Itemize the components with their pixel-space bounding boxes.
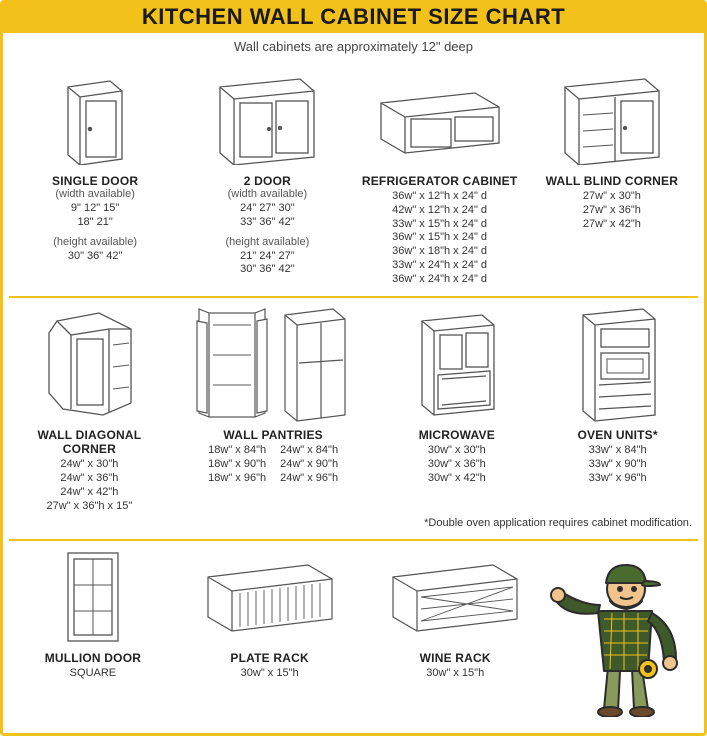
illus-mullion — [58, 547, 128, 647]
sizes: 30w" x 15"h — [426, 667, 484, 681]
sublabel-plain: SQUARE — [70, 667, 116, 681]
item-title: SINGLE DOOR — [52, 174, 138, 188]
illus-oven — [573, 304, 663, 424]
item-title: WINE RACK — [420, 651, 491, 665]
section-1: SINGLE DOOR (width available) 9" 12" 15"… — [9, 64, 698, 296]
illus-2-door — [212, 70, 322, 170]
sublabel: (width available) — [228, 188, 307, 200]
item-2-door: 2 DOOR (width available) 24" 27" 30" 33"… — [181, 70, 353, 277]
item-diagonal-corner: WALL DIAGONAL CORNER 24w" x 30"h 24w" x … — [9, 304, 170, 513]
item-title: MICROWAVE — [419, 428, 495, 442]
item-wine-rack: WINE RACK 30w" x 15"h — [362, 547, 548, 681]
item-title: REFRIGERATOR CABINET — [362, 174, 518, 188]
sizes: 30w" x 15"h — [241, 667, 299, 681]
item-title: OVEN UNITS* — [578, 428, 658, 442]
item-mullion-door: MULLION DOOR SQUARE — [9, 547, 177, 681]
item-single-door: SINGLE DOOR (width available) 9" 12" 15"… — [9, 70, 181, 263]
illus-microwave — [412, 304, 502, 424]
section-2: WALL DIAGONAL CORNER 24w" x 30"h 24w" x … — [9, 296, 698, 539]
sizes: 36w" x 12"h x 24" d 42w" x 12"h x 24" d … — [392, 190, 487, 286]
item-refrigerator-cabinet: REFRIGERATOR CABINET 36w" x 12"h x 24" d… — [354, 70, 526, 286]
sizes: 9" 12" 15" 18" 21" — [71, 202, 119, 230]
sizes: 30" 36" 42" — [68, 250, 123, 264]
title-bar: KITCHEN WALL CABINET SIZE CHART — [3, 0, 704, 33]
item-title: PLATE RACK — [230, 651, 308, 665]
illus-diagonal — [39, 304, 139, 424]
item-title: WALL DIAGONAL CORNER — [13, 428, 166, 456]
item-title: WALL BLIND CORNER — [546, 174, 679, 188]
item-title: WALL PANTRIES — [223, 428, 323, 442]
section-3: MULLION DOOR SQUARE PLATE RACK — [9, 539, 698, 727]
illus-plate-rack — [200, 547, 340, 647]
chart-title: KITCHEN WALL CABINET SIZE CHART — [3, 4, 704, 30]
illus-refrigerator — [375, 70, 505, 170]
sizes: 24" 27" 30" 33" 36" 42" — [240, 202, 295, 230]
sublabel: (height available) — [225, 236, 309, 248]
item-plate-rack: PLATE RACK 30w" x 15"h — [177, 547, 363, 681]
item-wall-pantries: WALL PANTRIES 18w" x 84"h 18w" x 90"h 18… — [170, 304, 377, 485]
item-oven-units: OVEN UNITS* 33w" x 84"h 33w" x 90"h 33w"… — [537, 304, 698, 485]
sizes: 30w" x 30"h 30w" x 36"h 30w" x 42"h — [428, 444, 486, 485]
sublabel: (height available) — [53, 236, 137, 248]
item-title: MULLION DOOR — [45, 651, 141, 665]
item-wall-blind-corner: WALL BLIND CORNER 27w" x 30"h 27w" x 36"… — [526, 70, 698, 231]
illus-wine-rack — [385, 547, 525, 647]
sizes: 27w" x 30"h 27w" x 36"h 27w" x 42"h — [583, 190, 641, 231]
mascot-illustration — [548, 547, 698, 717]
sizes: 24w" x 30"h 24w" x 36"h 24w" x 42"h 27w"… — [47, 458, 133, 513]
illus-pantries — [193, 304, 353, 424]
item-title: 2 DOOR — [244, 174, 291, 188]
sizes: 21" 24" 27" 30" 36" 42" — [240, 250, 295, 278]
footnote: *Double oven application requires cabine… — [9, 517, 698, 529]
sizes: 33w" x 84"h 33w" x 90"h 33w" x 96"h — [589, 444, 647, 485]
sizes-cols: 18w" x 84"h 18w" x 90"h 18w" x 96"h 24w"… — [208, 442, 338, 485]
item-microwave: MICROWAVE 30w" x 30"h 30w" x 36"h 30w" x… — [376, 304, 537, 485]
chart-subtitle: Wall cabinets are approximately 12" deep — [9, 33, 698, 64]
sublabel: (width available) — [55, 188, 134, 200]
cabinet-size-chart: KITCHEN WALL CABINET SIZE CHART Wall cab… — [0, 0, 707, 736]
illus-single-door — [60, 70, 130, 170]
illus-blind-corner — [557, 70, 667, 170]
